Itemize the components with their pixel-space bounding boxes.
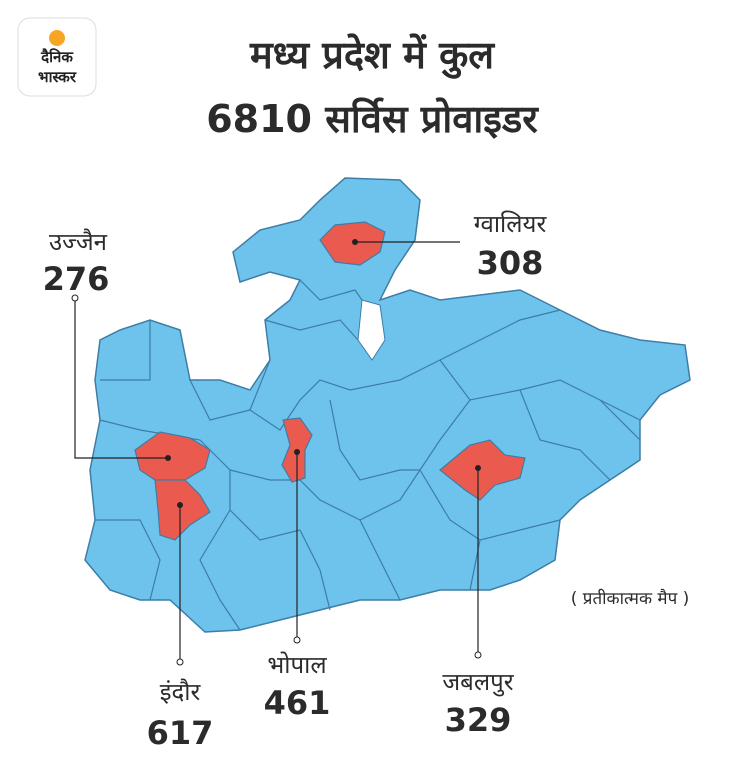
city-name: भोपाल — [267, 651, 327, 679]
leader-dot — [165, 455, 171, 461]
leader-dot — [176, 658, 184, 666]
logo-text: दैनिक — [40, 48, 74, 66]
city-value: 461 — [264, 684, 331, 722]
state-outline — [84, 177, 691, 633]
indore-district — [154, 479, 211, 541]
leader-dot — [294, 449, 300, 455]
logo-sun — [49, 30, 65, 46]
map-note: ( प्रतीकात्मक मैप ) — [571, 588, 690, 609]
leader-dot — [352, 239, 358, 245]
leader-dot — [475, 465, 481, 471]
logo-text: भास्कर — [38, 68, 77, 86]
leader-dot — [474, 651, 482, 659]
leaders — [71, 239, 482, 666]
district-border — [95, 279, 641, 631]
city-name: जबलपुर — [442, 668, 514, 697]
logo: दैनिक भास्कर — [17, 17, 97, 97]
logo-box — [17, 17, 97, 97]
leader-line — [74, 298, 168, 459]
title-line: मध्य प्रदेश में कुल — [249, 33, 495, 79]
city-name: उज्जैन — [49, 228, 108, 256]
leader-dot — [71, 294, 79, 302]
leader-dot — [177, 502, 183, 508]
title-line: 6810 सर्विस प्रोवाइडर — [206, 97, 539, 141]
city-value: 617 — [147, 714, 214, 752]
leader-dot — [293, 636, 301, 644]
city-value: 329 — [445, 701, 512, 739]
map-gap — [357, 299, 386, 361]
ujjain-district — [134, 431, 211, 481]
city-value: 308 — [477, 244, 544, 282]
city-name: ग्वालियर — [474, 210, 548, 238]
jabalpur-district — [439, 439, 526, 501]
city-name: इंदौर — [160, 678, 202, 706]
city-value: 276 — [43, 260, 110, 298]
